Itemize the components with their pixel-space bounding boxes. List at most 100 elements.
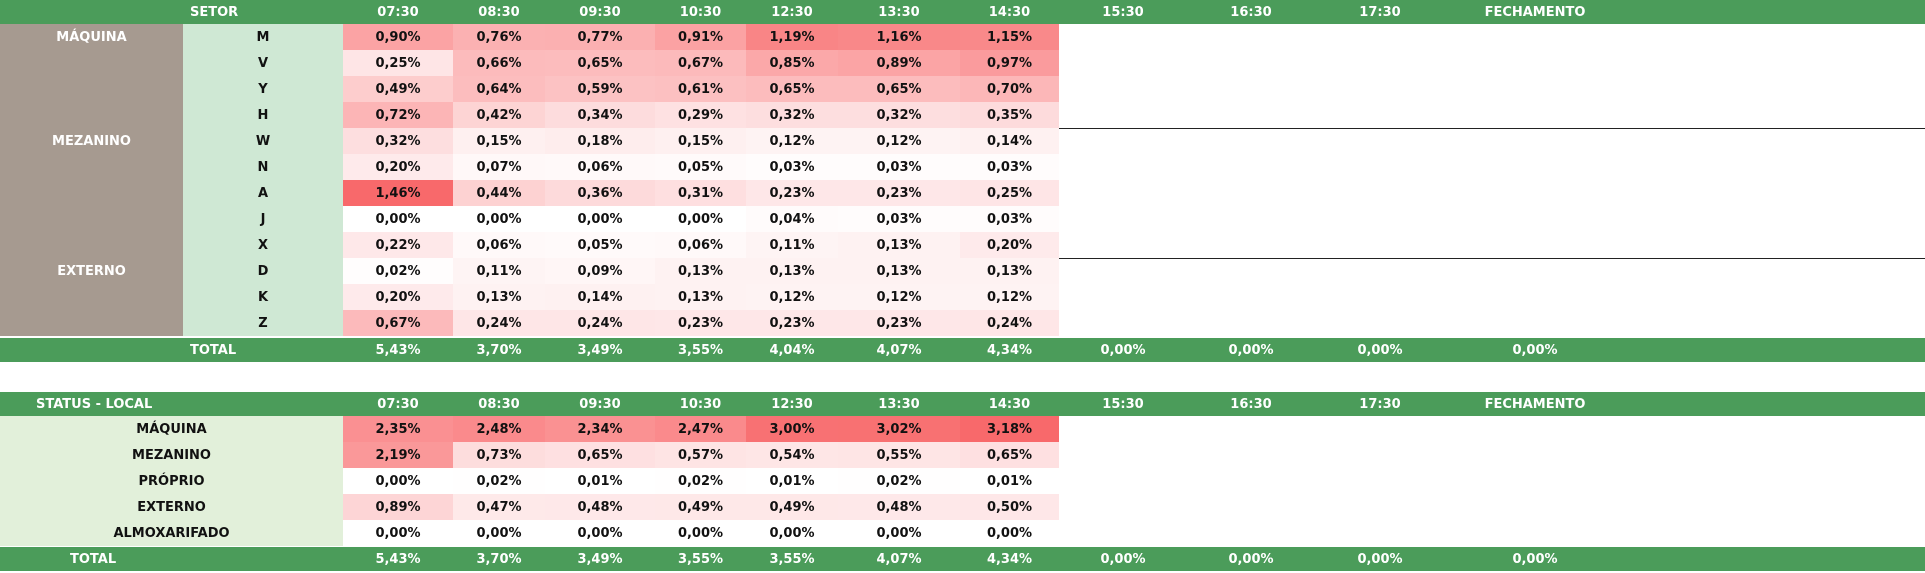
value-cell[interactable]: 1,19% bbox=[746, 24, 838, 50]
value-cell[interactable]: 0,47% bbox=[453, 494, 545, 520]
status-label-cell[interactable]: ALMOXARIFADO bbox=[0, 520, 343, 546]
value-cell[interactable]: 0,11% bbox=[453, 258, 545, 284]
total-cell[interactable]: 3,49% bbox=[577, 342, 623, 358]
value-cell[interactable]: 2,48% bbox=[453, 416, 545, 442]
total-cell[interactable]: 3,55% bbox=[677, 342, 724, 358]
value-cell[interactable]: 3,18% bbox=[960, 416, 1059, 442]
sector-code-cell[interactable]: N bbox=[183, 154, 343, 180]
value-cell[interactable]: 0,09% bbox=[545, 258, 655, 284]
total-cell[interactable]: 0,00% bbox=[1512, 551, 1558, 567]
value-cell[interactable]: 0,24% bbox=[453, 310, 545, 336]
value-cell[interactable]: 0,11% bbox=[746, 232, 838, 258]
value-cell[interactable]: 0,13% bbox=[655, 284, 746, 310]
total-cell[interactable]: 4,07% bbox=[876, 342, 922, 358]
value-cell[interactable]: 0,02% bbox=[838, 468, 960, 494]
value-cell[interactable]: 0,24% bbox=[545, 310, 655, 336]
total-cell[interactable]: 4,04% bbox=[769, 342, 815, 358]
value-cell[interactable]: 0,14% bbox=[545, 284, 655, 310]
value-cell[interactable]: 0,77% bbox=[545, 24, 655, 50]
value-cell[interactable]: 0,32% bbox=[746, 102, 838, 128]
total-cell[interactable]: 0,00% bbox=[1512, 342, 1558, 358]
total-cell[interactable]: 0,00% bbox=[1100, 551, 1146, 567]
value-cell[interactable]: 0,64% bbox=[453, 76, 545, 102]
value-cell[interactable]: 0,03% bbox=[746, 154, 838, 180]
value-cell[interactable]: 0,18% bbox=[545, 128, 655, 154]
value-cell[interactable]: 0,00% bbox=[838, 520, 960, 546]
value-cell[interactable]: 0,13% bbox=[960, 258, 1059, 284]
total-cell[interactable]: 0,00% bbox=[1357, 551, 1403, 567]
status-label-cell[interactable]: MÁQUINA bbox=[0, 416, 343, 442]
value-cell[interactable]: 0,05% bbox=[545, 232, 655, 258]
value-cell[interactable]: 0,00% bbox=[960, 520, 1059, 546]
total-cell[interactable]: 0,00% bbox=[1357, 342, 1403, 358]
value-cell[interactable]: 0,05% bbox=[655, 154, 746, 180]
value-cell[interactable]: 1,16% bbox=[838, 24, 960, 50]
value-cell[interactable]: 0,13% bbox=[655, 258, 746, 284]
value-cell[interactable]: 0,32% bbox=[343, 128, 453, 154]
total-cell[interactable]: 0,00% bbox=[1228, 342, 1274, 358]
value-cell[interactable]: 0,23% bbox=[838, 180, 960, 206]
value-cell[interactable]: 0,15% bbox=[655, 128, 746, 154]
value-cell[interactable]: 0,12% bbox=[838, 128, 960, 154]
value-cell[interactable]: 0,00% bbox=[746, 520, 838, 546]
value-cell[interactable]: 0,54% bbox=[746, 442, 838, 468]
sector-code-cell[interactable]: M bbox=[183, 24, 343, 50]
value-cell[interactable]: 0,57% bbox=[655, 442, 746, 468]
value-cell[interactable]: 0,02% bbox=[453, 468, 545, 494]
value-cell[interactable]: 0,70% bbox=[960, 76, 1059, 102]
value-cell[interactable]: 0,00% bbox=[343, 206, 453, 232]
value-cell[interactable]: 0,65% bbox=[838, 76, 960, 102]
value-cell[interactable]: 0,01% bbox=[545, 468, 655, 494]
value-cell[interactable]: 0,55% bbox=[838, 442, 960, 468]
value-cell[interactable]: 0,65% bbox=[960, 442, 1059, 468]
value-cell[interactable]: 0,59% bbox=[545, 76, 655, 102]
value-cell[interactable]: 0,00% bbox=[453, 206, 545, 232]
status-label-cell[interactable]: MEZANINO bbox=[0, 442, 343, 468]
total-cell[interactable]: 3,70% bbox=[476, 342, 522, 358]
value-cell[interactable]: 0,65% bbox=[545, 442, 655, 468]
value-cell[interactable]: 0,65% bbox=[746, 76, 838, 102]
value-cell[interactable]: 0,91% bbox=[655, 24, 746, 50]
total-cell[interactable]: 0,00% bbox=[1100, 342, 1146, 358]
value-cell[interactable]: 0,04% bbox=[746, 206, 838, 232]
value-cell[interactable]: 0,61% bbox=[655, 76, 746, 102]
value-cell[interactable]: 0,06% bbox=[545, 154, 655, 180]
value-cell[interactable]: 0,89% bbox=[838, 50, 960, 76]
total-cell[interactable]: 4,34% bbox=[986, 551, 1033, 567]
total-cell[interactable]: 0,00% bbox=[1228, 551, 1274, 567]
total-cell[interactable]: 3,70% bbox=[476, 551, 522, 567]
value-cell[interactable]: 0,24% bbox=[960, 310, 1059, 336]
value-cell[interactable]: 0,25% bbox=[960, 180, 1059, 206]
total-cell[interactable]: 3,49% bbox=[577, 551, 623, 567]
total-cell[interactable]: 5,43% bbox=[375, 342, 421, 358]
value-cell[interactable]: 0,20% bbox=[343, 154, 453, 180]
total-cell[interactable]: 4,07% bbox=[876, 551, 922, 567]
total-cell[interactable]: 3,55% bbox=[677, 551, 724, 567]
value-cell[interactable]: 0,06% bbox=[655, 232, 746, 258]
value-cell[interactable]: 0,49% bbox=[655, 494, 746, 520]
sector-code-cell[interactable]: H bbox=[183, 102, 343, 128]
value-cell[interactable]: 0,02% bbox=[655, 468, 746, 494]
value-cell[interactable]: 0,15% bbox=[453, 128, 545, 154]
value-cell[interactable]: 0,00% bbox=[545, 206, 655, 232]
value-cell[interactable]: 0,34% bbox=[545, 102, 655, 128]
total-cell[interactable]: 3,55% bbox=[769, 551, 815, 567]
value-cell[interactable]: 0,02% bbox=[343, 258, 453, 284]
value-cell[interactable]: 0,25% bbox=[343, 50, 453, 76]
value-cell[interactable]: 0,23% bbox=[655, 310, 746, 336]
total-cell[interactable]: 4,34% bbox=[986, 342, 1033, 358]
value-cell[interactable]: 0,42% bbox=[453, 102, 545, 128]
total-cell[interactable]: 5,43% bbox=[375, 551, 421, 567]
value-cell[interactable]: 0,00% bbox=[545, 520, 655, 546]
value-cell[interactable]: 0,32% bbox=[838, 102, 960, 128]
sector-code-cell[interactable]: J bbox=[183, 206, 343, 232]
value-cell[interactable]: 0,35% bbox=[960, 102, 1059, 128]
value-cell[interactable]: 0,12% bbox=[746, 128, 838, 154]
value-cell[interactable]: 3,02% bbox=[838, 416, 960, 442]
value-cell[interactable]: 0,13% bbox=[838, 258, 960, 284]
value-cell[interactable]: 0,00% bbox=[655, 520, 746, 546]
value-cell[interactable]: 0,49% bbox=[746, 494, 838, 520]
value-cell[interactable]: 2,35% bbox=[343, 416, 453, 442]
value-cell[interactable]: 0,23% bbox=[746, 310, 838, 336]
value-cell[interactable]: 0,73% bbox=[453, 442, 545, 468]
